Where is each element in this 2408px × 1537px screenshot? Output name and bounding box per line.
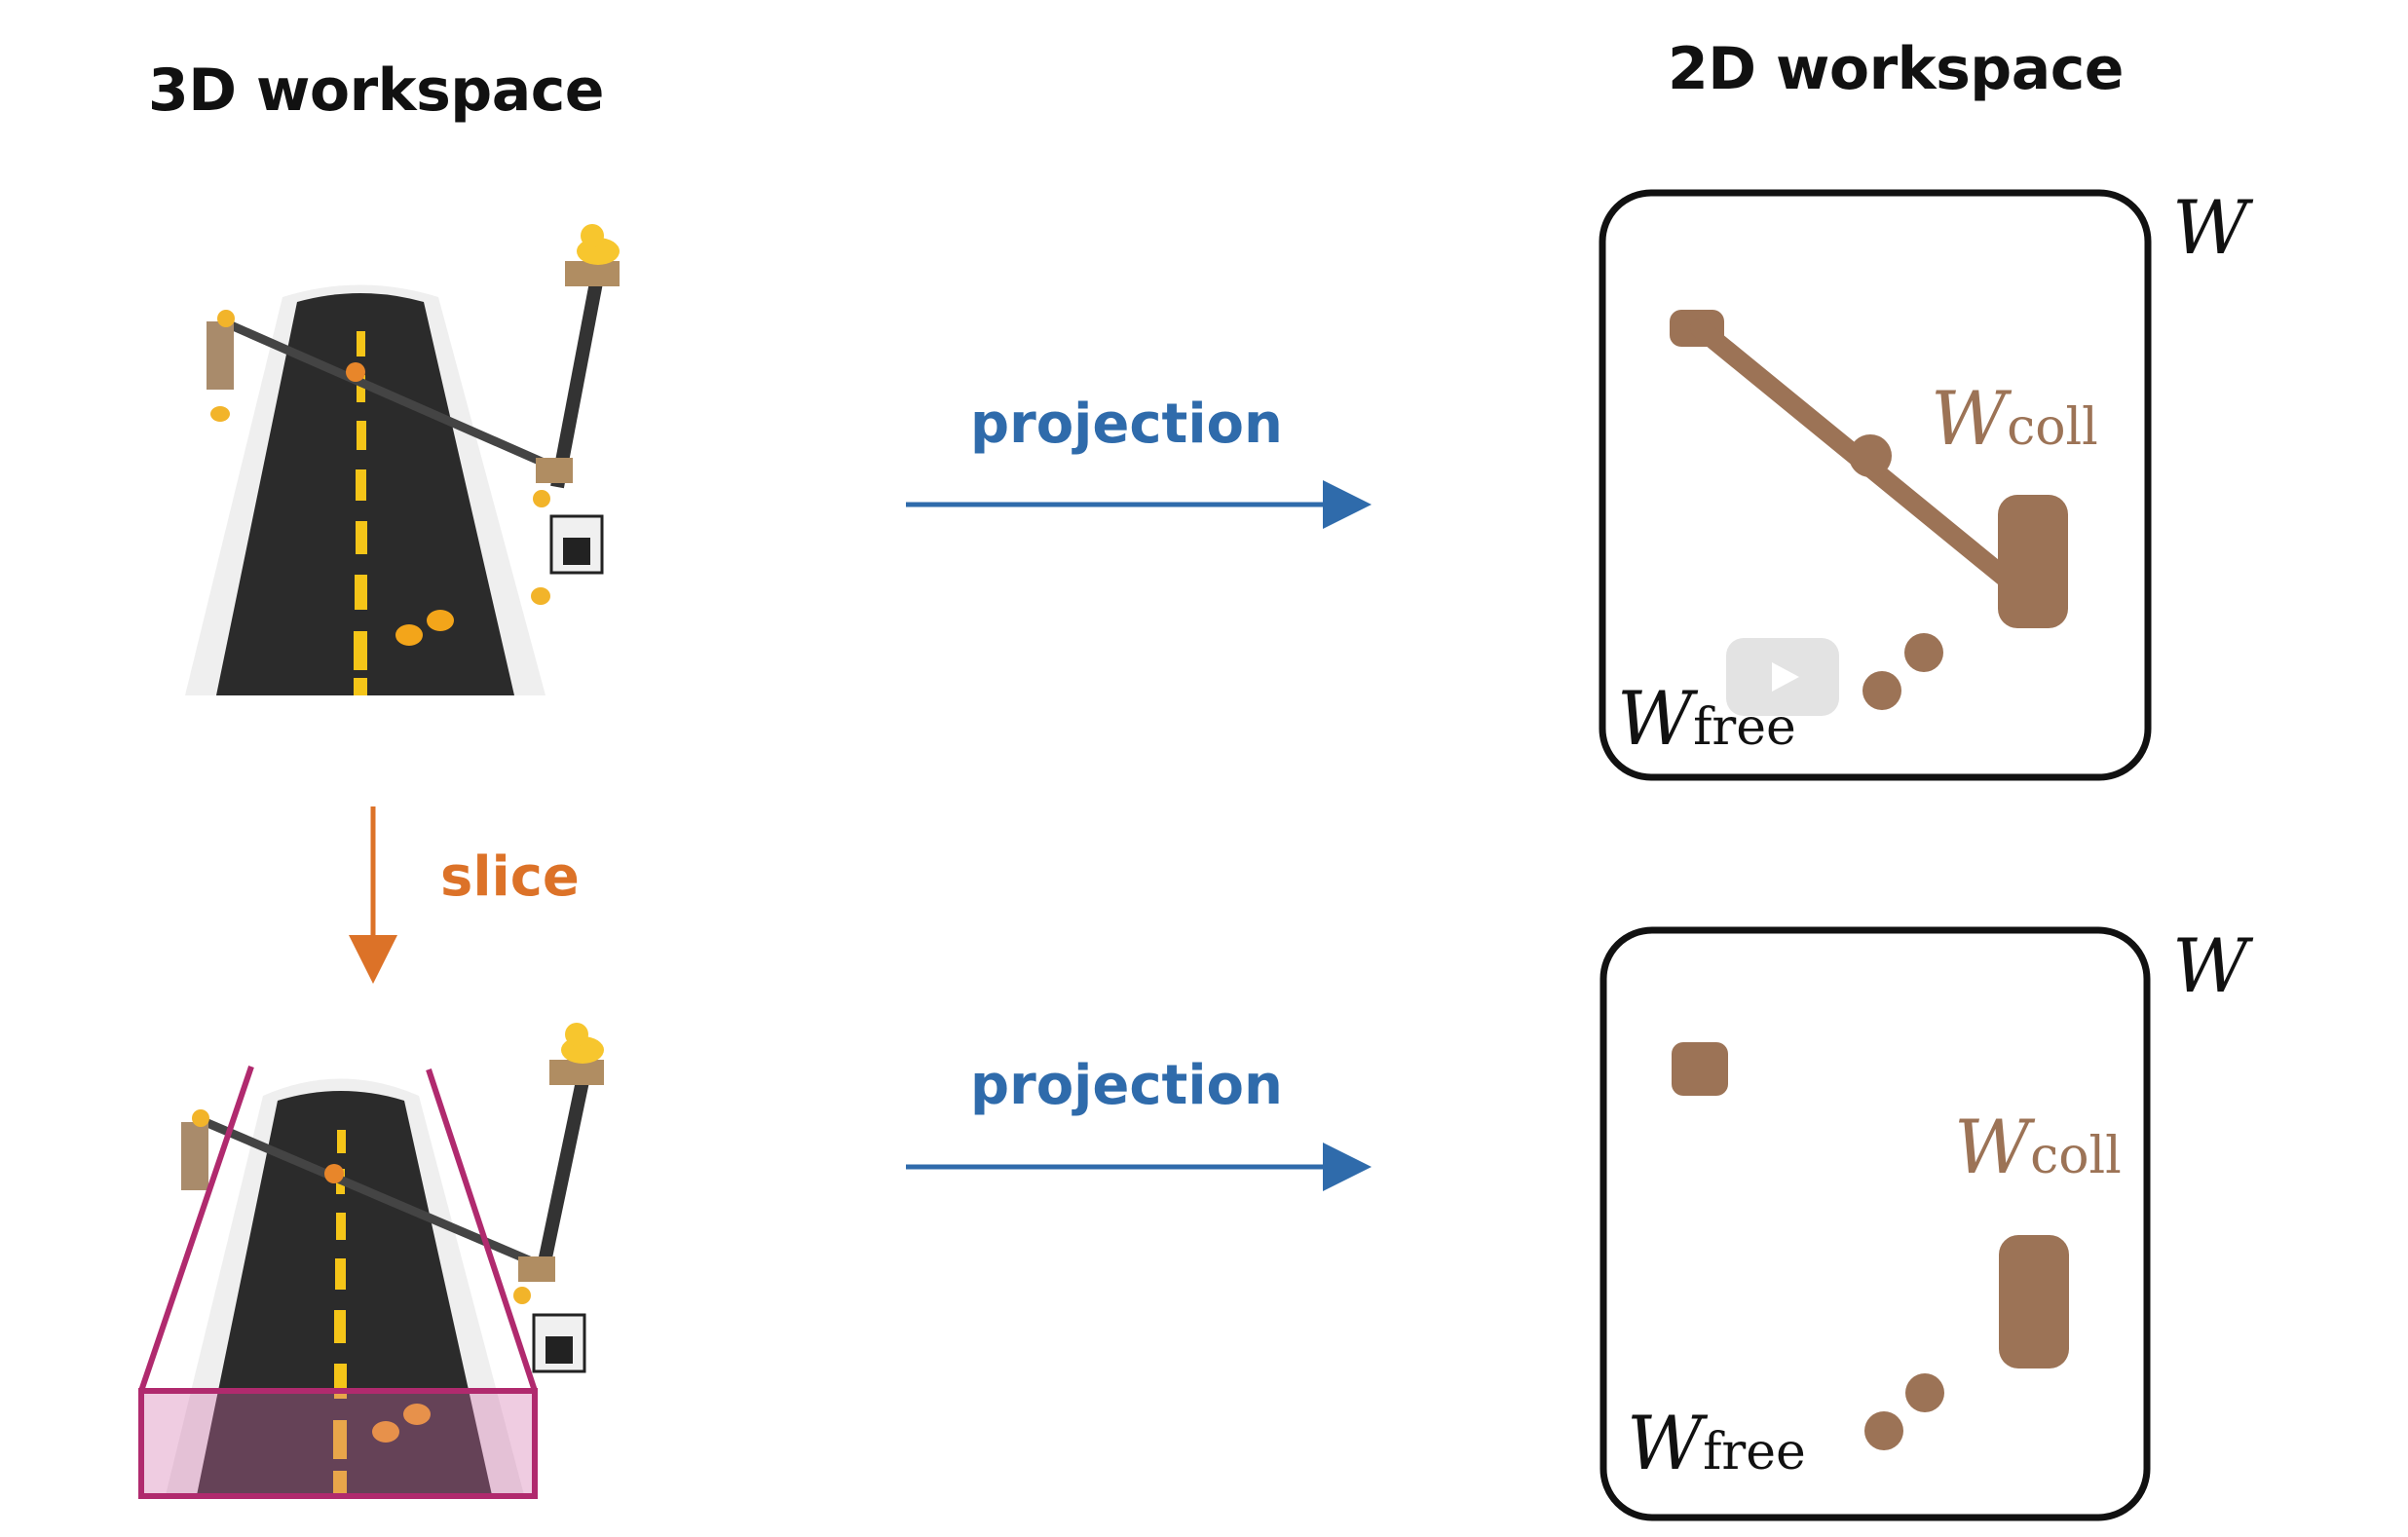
- workspace-label-top: W: [2172, 184, 2249, 271]
- play-icon[interactable]: [1726, 638, 1839, 716]
- collision-label-top: Wcoll: [1931, 375, 2098, 462]
- duck-icon: [577, 224, 620, 265]
- slice-region: [138, 1066, 538, 1499]
- road-photo-bottom: [138, 1023, 604, 1499]
- heading-2d-workspace: 2D workspace: [1668, 35, 2125, 103]
- free-label-top: Wfree: [1617, 675, 1796, 762]
- projection-label-bottom: projection: [970, 1054, 1283, 1117]
- workspace-panel-top: [1599, 189, 2152, 781]
- collision-label-bottom: Wcoll: [1954, 1104, 2122, 1190]
- heading-3d-workspace: 3D workspace: [148, 56, 605, 125]
- road-photo-top: [185, 224, 620, 695]
- workspace-panel-bottom: [1599, 926, 2151, 1521]
- projection-label-top: projection: [970, 393, 1283, 456]
- free-label-bottom: Wfree: [1627, 1400, 1806, 1486]
- workspace-label-bottom: W: [2172, 922, 2249, 1009]
- slice-label: slice: [440, 845, 580, 909]
